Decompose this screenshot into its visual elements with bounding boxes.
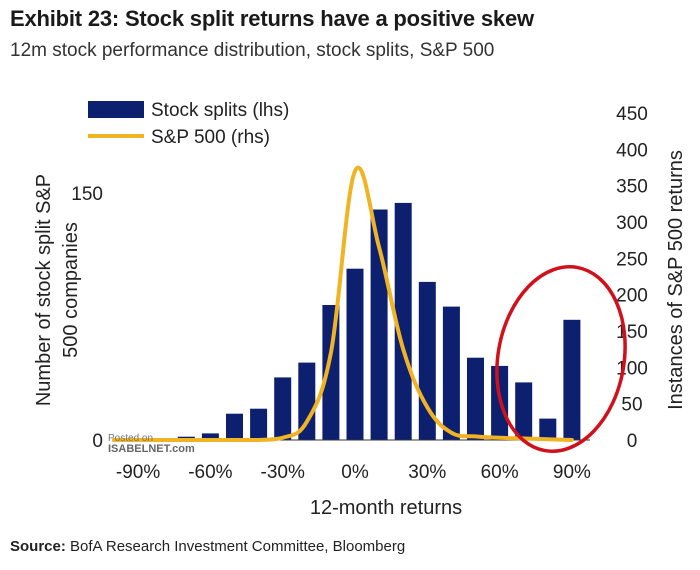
y-left-tick-label: 0	[92, 431, 103, 452]
y-right-tick-label: 250	[616, 249, 648, 270]
y-right-tick-label: 400	[616, 140, 648, 161]
x-tick-label: 90%	[553, 462, 591, 483]
source-text: BofA Research Investment Committee, Bloo…	[65, 538, 406, 555]
bar--50	[226, 413, 243, 440]
bar-50	[467, 357, 484, 440]
bar-0	[346, 268, 364, 440]
legend-label-stock-splits: Stock splits (lhs)	[151, 100, 289, 121]
x-axis-title: 12-month returns	[310, 497, 462, 519]
y-right-tick-label: 300	[616, 213, 648, 234]
y-left-axis-title-line1: Number of stock split S&P	[33, 174, 55, 406]
bar-40	[442, 306, 460, 440]
y-left-axis-title-line2: 500 companies	[60, 222, 82, 358]
bar-70	[515, 382, 533, 440]
y-right-tick-label: 450	[616, 104, 648, 125]
legend-swatch-stock-splits	[88, 101, 144, 118]
x-tick-label: 60%	[481, 462, 519, 483]
y-right-tick-label: 50	[621, 395, 642, 416]
y-right-tick-label: 150	[616, 322, 648, 343]
bar--60	[201, 433, 219, 440]
highlight-ellipse	[495, 265, 627, 453]
legend-label-sp500: S&P 500 (rhs)	[151, 127, 270, 148]
watermark-line1: Posted on	[108, 433, 154, 444]
bar-80	[539, 418, 557, 440]
y-right-tick-label: 0	[627, 431, 638, 452]
x-tick-label: -60%	[188, 462, 232, 483]
x-tick-label: 30%	[408, 462, 446, 483]
y-right-tick-label: 200	[616, 286, 648, 307]
bar--40	[250, 408, 268, 440]
bar--20	[298, 362, 316, 440]
sp500-line	[112, 165, 574, 442]
x-tick-label: -90%	[116, 462, 160, 483]
watermark-line2: ISABELNET.com	[108, 443, 195, 455]
chart-title: Exhibit 23: Stock split returns have a p…	[10, 6, 534, 31]
bar--30	[274, 377, 292, 440]
source-label: Source:	[10, 538, 66, 555]
y-right-axis-title: Instances of S&P 500 returns	[665, 150, 687, 410]
bar-90	[563, 319, 581, 440]
watermark: Posted on ISABELNET.com	[108, 433, 195, 455]
source-note: Source: BofA Research Investment Committ…	[10, 538, 405, 555]
chart-subtitle: 12m stock performance distribution, stoc…	[10, 40, 495, 61]
bar-20	[394, 202, 412, 440]
x-tick-label: 0%	[341, 462, 369, 483]
y-left-tick-label: 150	[71, 184, 103, 205]
x-tick-label: -30%	[261, 462, 305, 483]
y-right-tick-label: 350	[616, 177, 648, 198]
